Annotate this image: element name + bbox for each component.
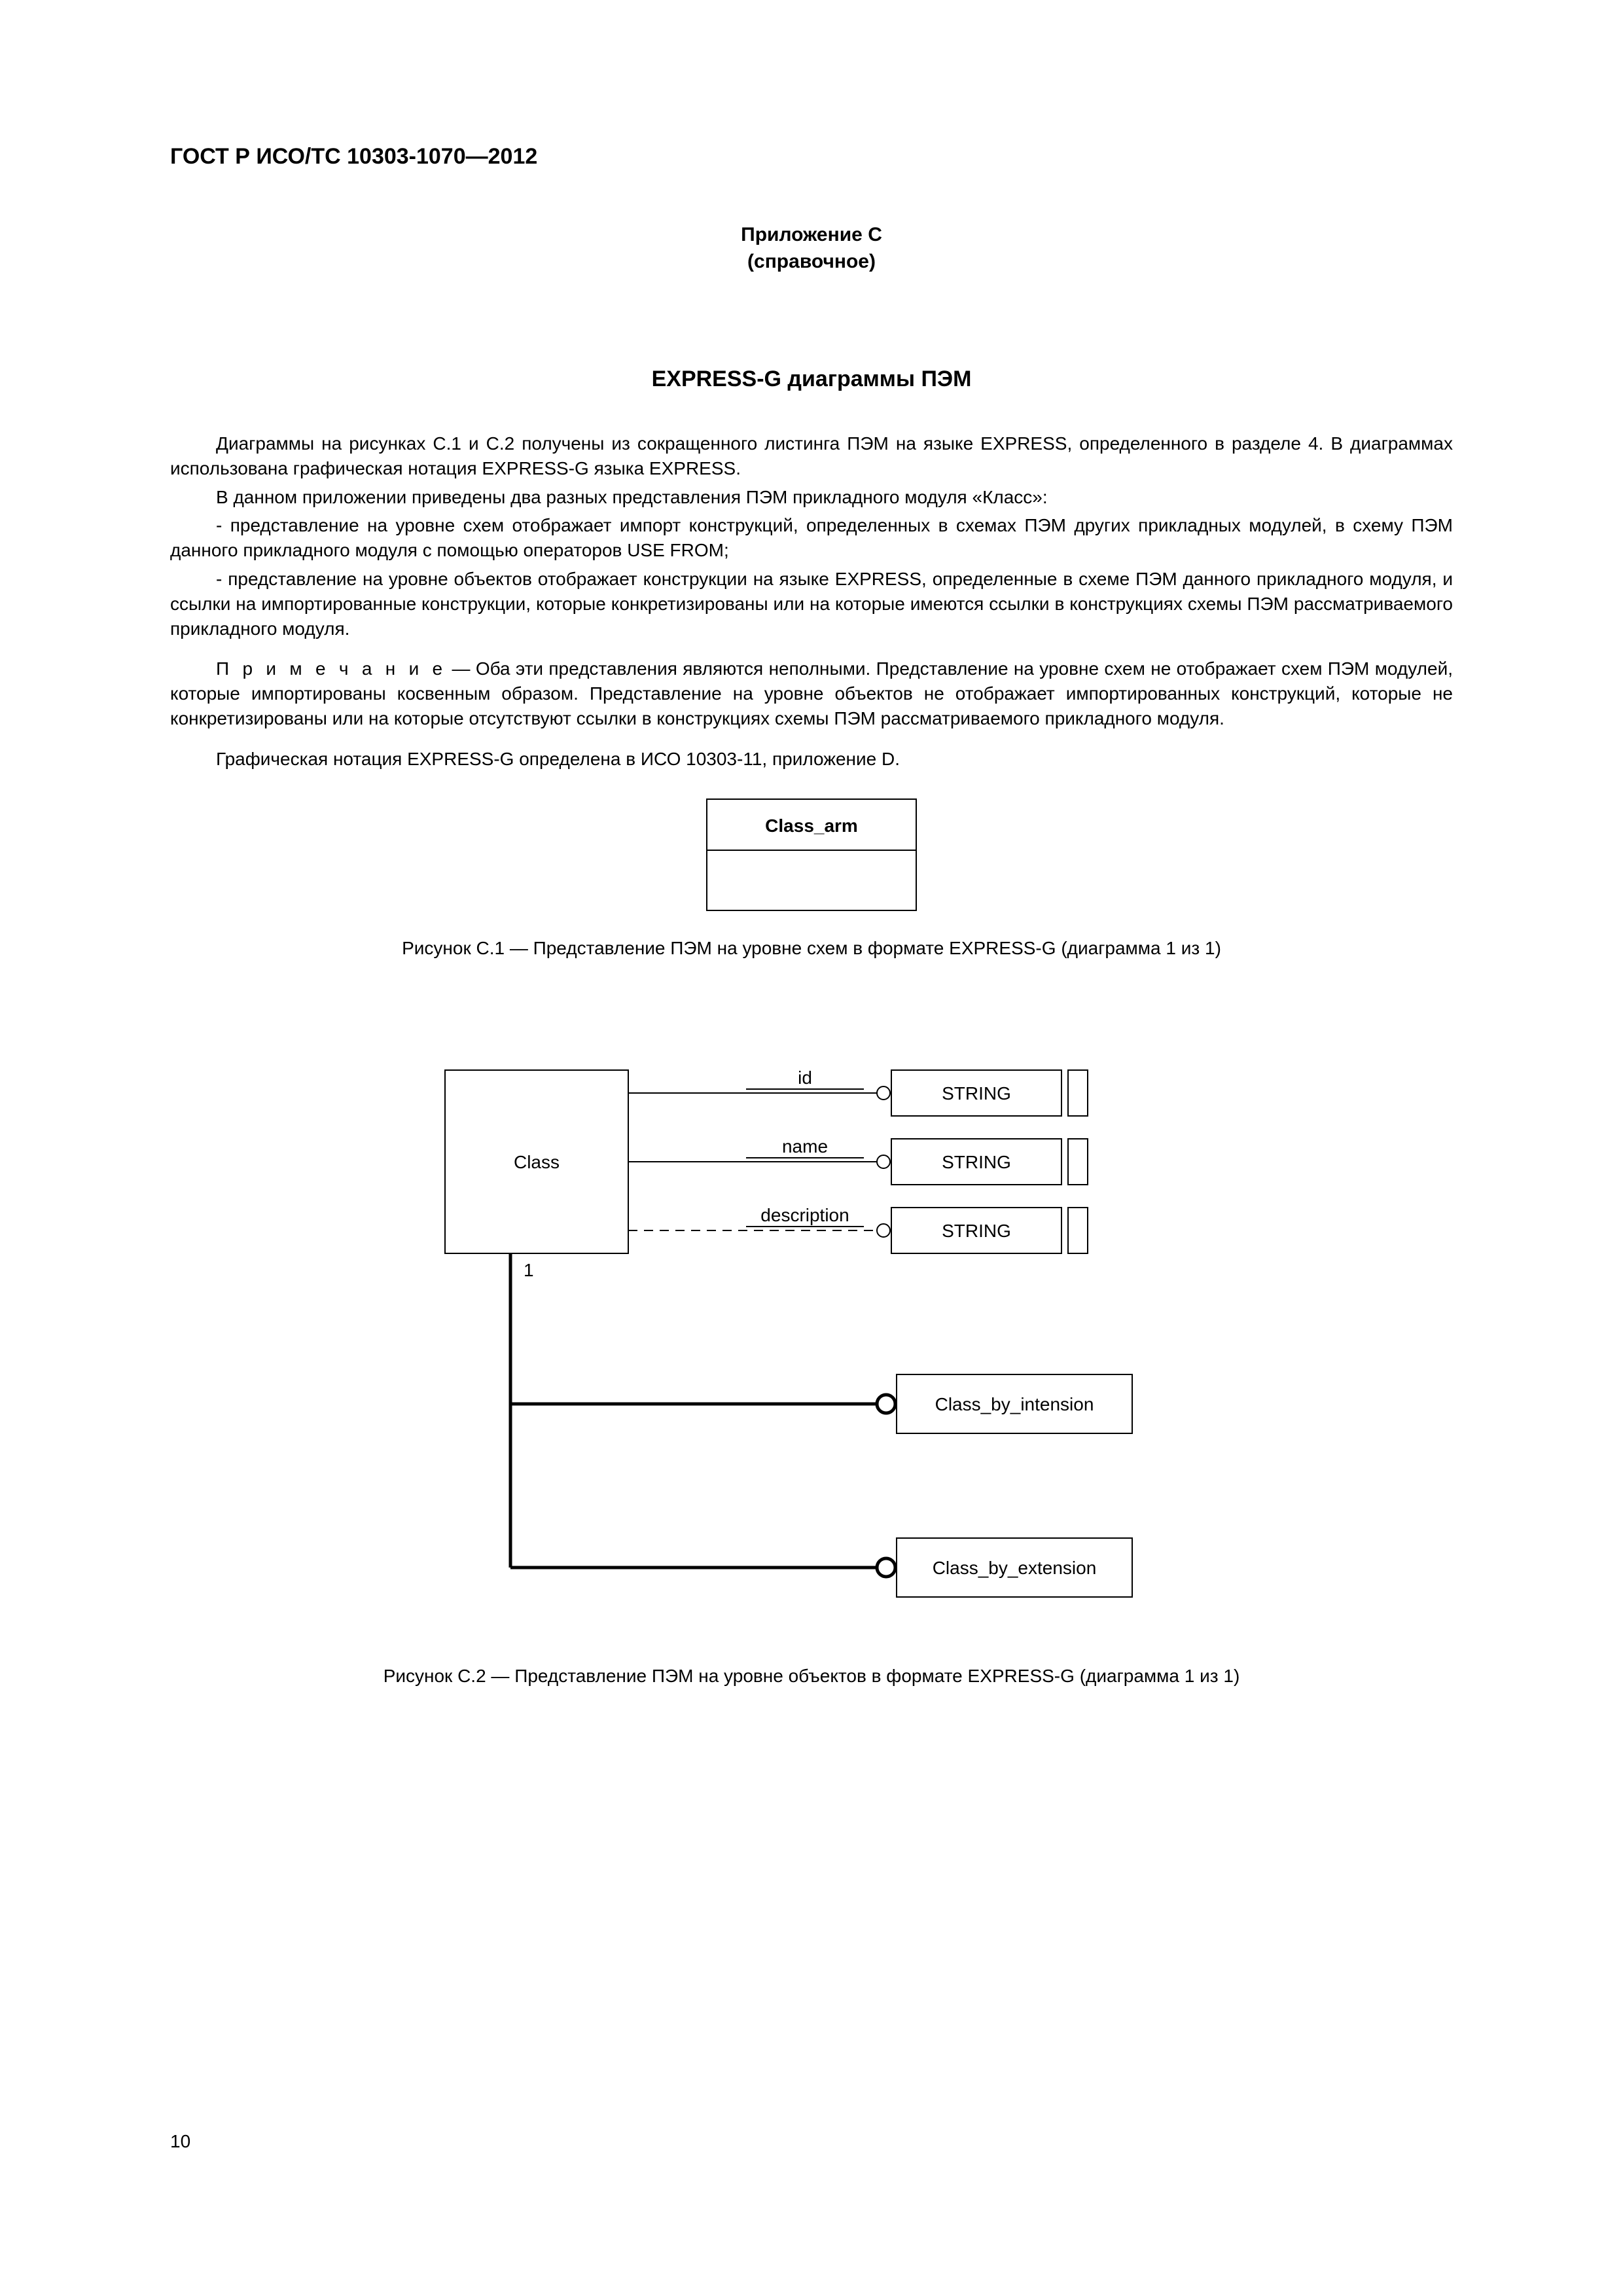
note-label: П р и м е ч а н и е xyxy=(216,658,446,679)
svg-text:STRING: STRING xyxy=(942,1221,1011,1241)
para-1: Диаграммы на рисунках С.1 и С.2 получены… xyxy=(170,431,1453,481)
section-title: EXPRESS-G диаграммы ПЭМ xyxy=(170,367,1453,392)
svg-text:1: 1 xyxy=(524,1260,534,1280)
svg-text:description: description xyxy=(760,1205,849,1225)
para-3: - представление на уровне схем отображае… xyxy=(170,513,1453,563)
para-4: - представление на уровне объектов отобр… xyxy=(170,567,1453,641)
doc-header: ГОСТ Р ИСО/ТС 10303-1070—2012 xyxy=(170,144,1453,170)
note: П р и м е ч а н и е — Оба эти представле… xyxy=(170,656,1453,730)
appendix-line1: Приложение С xyxy=(170,222,1453,249)
svg-text:Class: Class xyxy=(514,1152,560,1172)
page-number: 10 xyxy=(170,2131,190,2152)
para-5: Графическая нотация EXPRESS-G определена… xyxy=(170,747,1453,772)
appendix-line2: (справочное) xyxy=(170,249,1453,276)
svg-text:id: id xyxy=(798,1067,812,1088)
svg-text:STRING: STRING xyxy=(942,1152,1011,1172)
svg-text:Class_by_intension: Class_by_intension xyxy=(935,1394,1094,1414)
svg-text:Class_arm: Class_arm xyxy=(765,816,858,836)
para-2: В данном приложении приведены два разных… xyxy=(170,485,1453,510)
figure-c1-caption: Рисунок С.1 — Представление ПЭМ на уровн… xyxy=(170,938,1453,959)
svg-text:Class_by_extension: Class_by_extension xyxy=(933,1558,1097,1578)
figure-c1: Class_arm xyxy=(170,798,1453,912)
figure-c2-caption: Рисунок С.2 — Представление ПЭМ на уровн… xyxy=(170,1666,1453,1687)
figure-c2: Class id STRING name STRING description STRING… xyxy=(170,1031,1453,1620)
svg-text:name: name xyxy=(782,1136,828,1157)
svg-text:STRING: STRING xyxy=(942,1083,1011,1103)
